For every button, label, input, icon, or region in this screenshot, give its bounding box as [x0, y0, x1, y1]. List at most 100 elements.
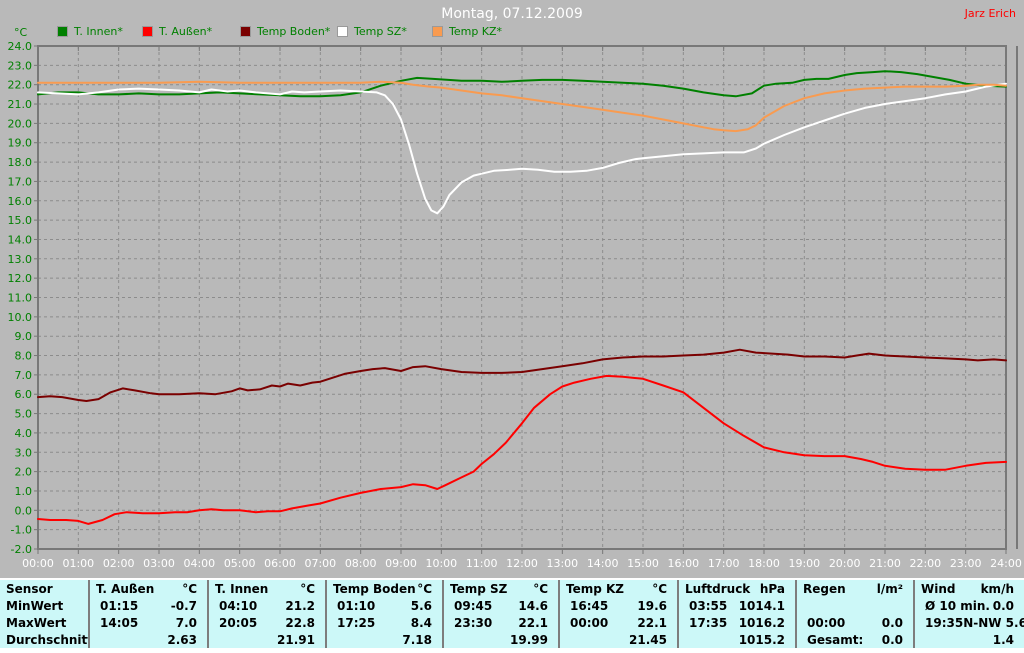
y-axis-tick-label: 8.0	[15, 350, 33, 363]
y-axis-tick-label: 11.0	[8, 292, 33, 305]
table-column-temp-boden: Temp Boden °C 01:10 5.6 17:25 8.4 7.18	[325, 580, 442, 648]
table-column-temp-sz: Temp SZ °C 09:45 14.6 23:30 22.1 19.99	[442, 580, 558, 648]
table-cell-value: 8.4	[410, 615, 432, 630]
table-cell-label: 17:25	[337, 615, 376, 630]
table-cell: 21.45	[560, 631, 677, 648]
x-axis-tick-label: 10:00	[425, 557, 457, 570]
y-axis-tick-label: -1.0	[11, 524, 32, 537]
y-axis-tick-label: 12.0	[8, 272, 33, 285]
table-header: T. Außen °C	[90, 580, 207, 597]
table-cell-value: 7.18	[402, 632, 432, 647]
table-cell: 16:45 19.6	[560, 597, 677, 614]
table-cell	[797, 597, 913, 614]
table-cell-value: 22.8	[285, 615, 315, 630]
table-cell: 23:30 22.1	[444, 614, 558, 631]
table-cell: 14:05 7.0	[90, 614, 207, 631]
x-axis-tick-label: 11:00	[466, 557, 498, 570]
table-cell-label: 01:15	[100, 598, 139, 613]
table-header: Temp KZ °C	[560, 580, 677, 597]
table-header-value: l/m²	[876, 581, 903, 596]
table-cell: 7.18	[327, 631, 442, 648]
table-cell-value: 1014.1	[738, 598, 785, 613]
table-header: Temp SZ °C	[444, 580, 558, 597]
y-axis-tick-label: 0.0	[15, 504, 33, 517]
table-cell-label: 14:05	[100, 615, 139, 630]
series-line-t-au-en-	[37, 374, 1007, 525]
table-cell: 19.99	[444, 631, 558, 648]
y-axis-tick-label: 10.0	[8, 311, 33, 324]
chart-legend: T. Innen* T. Außen* Temp Boden* Temp SZ* Tem…	[0, 25, 1024, 39]
x-axis-tick-label: 22:00	[909, 557, 941, 570]
table-cell: 21.91	[209, 631, 325, 648]
table-cell-value: 19.6	[637, 598, 667, 613]
table-cell: 01:15 -0.7	[90, 597, 207, 614]
x-axis-tick-label: 09:00	[385, 557, 417, 570]
x-axis-tick-label: 08:00	[345, 557, 377, 570]
table-cell: 1015.2	[679, 631, 795, 648]
table-cell: 04:10 21.2	[209, 597, 325, 614]
y-axis-tick-label: 21.0	[8, 98, 33, 111]
temperature-chart: 00:00 01:00 02:00 03:00 04:00 05:00 06:00 07:00…	[8, 40, 1022, 570]
x-axis-tick-label: 00:00	[22, 557, 54, 570]
y-axis-tick-label: 15.0	[8, 214, 33, 227]
table-cell-label: Ø 10 min.	[925, 598, 990, 613]
table-row-label: MinWert	[0, 597, 88, 614]
table-row-label-label: MaxWert	[6, 615, 67, 630]
page-title: Montag, 07.12.2009	[441, 6, 583, 22]
x-axis-tick-label: 02:00	[103, 557, 135, 570]
legend-swatch-icon	[432, 26, 443, 37]
author-label: Jarz Erich	[964, 7, 1016, 20]
table-cell-label: 00:00	[570, 615, 609, 630]
y-axis-tick-label: 13.0	[8, 253, 33, 266]
table-cell: 17:35 1016.2	[679, 614, 795, 631]
table-cell: 03:55 1014.1	[679, 597, 795, 614]
table-cell-label: 00:00	[807, 615, 846, 630]
legend-item: Temp SZ*	[337, 25, 407, 38]
table-cell-value: 0.0	[992, 598, 1014, 613]
y-axis-tick-label: 7.0	[15, 369, 33, 382]
x-axis-tick-label: 12:00	[506, 557, 538, 570]
x-axis-tick-label: 24:00	[990, 557, 1022, 570]
y-axis-tick-label: 4.0	[15, 427, 33, 440]
legend-item: Temp Boden*	[240, 25, 330, 38]
table-cell-value: 19.99	[510, 632, 548, 647]
table-cell-label: 20:05	[219, 615, 258, 630]
table-cell-value: 1.4	[992, 632, 1014, 647]
legend-item: T. Innen*	[57, 25, 123, 38]
table-row-label: Durchschnitt	[0, 631, 88, 648]
y-axis-tick-label: 19.0	[8, 137, 33, 150]
table-header-label: T. Innen	[215, 581, 269, 596]
table-cell-label: Gesamt:	[807, 632, 864, 647]
stats-table-wrapper: Sensor MinWert MaxWert Durchschnitt T. Außen…	[0, 578, 1024, 653]
legend-label: Temp SZ*	[354, 25, 407, 38]
table-cell-value: 1016.2	[738, 615, 785, 630]
x-axis-tick-label: 01:00	[62, 557, 94, 570]
table-cell: Ø 10 min. 0.0	[915, 597, 1024, 614]
y-axis-unit-label: °C	[14, 26, 28, 39]
y-axis-tick-label: 18.0	[8, 156, 33, 169]
table-header-label: Wind	[921, 581, 956, 596]
x-axis-tick-label: 17:00	[708, 557, 740, 570]
y-axis-tick-label: 6.0	[15, 388, 33, 401]
x-axis-tick-label: 13:00	[546, 557, 578, 570]
y-axis-tick-label: 22.0	[8, 79, 33, 92]
table-header-label: Temp SZ	[450, 581, 508, 596]
table-row-label: MaxWert	[0, 614, 88, 631]
table-cell: 00:00 0.0	[797, 614, 913, 631]
y-axis-tick-label: 24.0	[8, 40, 33, 53]
y-axis-tick-label: 17.0	[8, 175, 33, 188]
x-axis-tick-label: 06:00	[264, 557, 296, 570]
x-axis-tick-label: 04:00	[183, 557, 215, 570]
table-cell: Gesamt: 0.0	[797, 631, 913, 648]
table-cell-value: 22.1	[637, 615, 667, 630]
table-cell-value: 21.2	[285, 598, 315, 613]
table-header: Temp Boden °C	[327, 580, 442, 597]
legend-swatch-icon	[240, 26, 251, 37]
table-row-label-label: Durchschnitt	[6, 632, 88, 647]
x-axis-tick-label: 19:00	[788, 557, 820, 570]
x-axis-tick-label: 20:00	[829, 557, 861, 570]
table-column-temp-kz: Temp KZ °C 16:45 19.6 00:00 22.1 21.45	[558, 580, 677, 648]
x-axis-tick-label: 16:00	[667, 557, 699, 570]
table-cell: 20:05 22.8	[209, 614, 325, 631]
y-axis-tick-label: 14.0	[8, 233, 33, 246]
